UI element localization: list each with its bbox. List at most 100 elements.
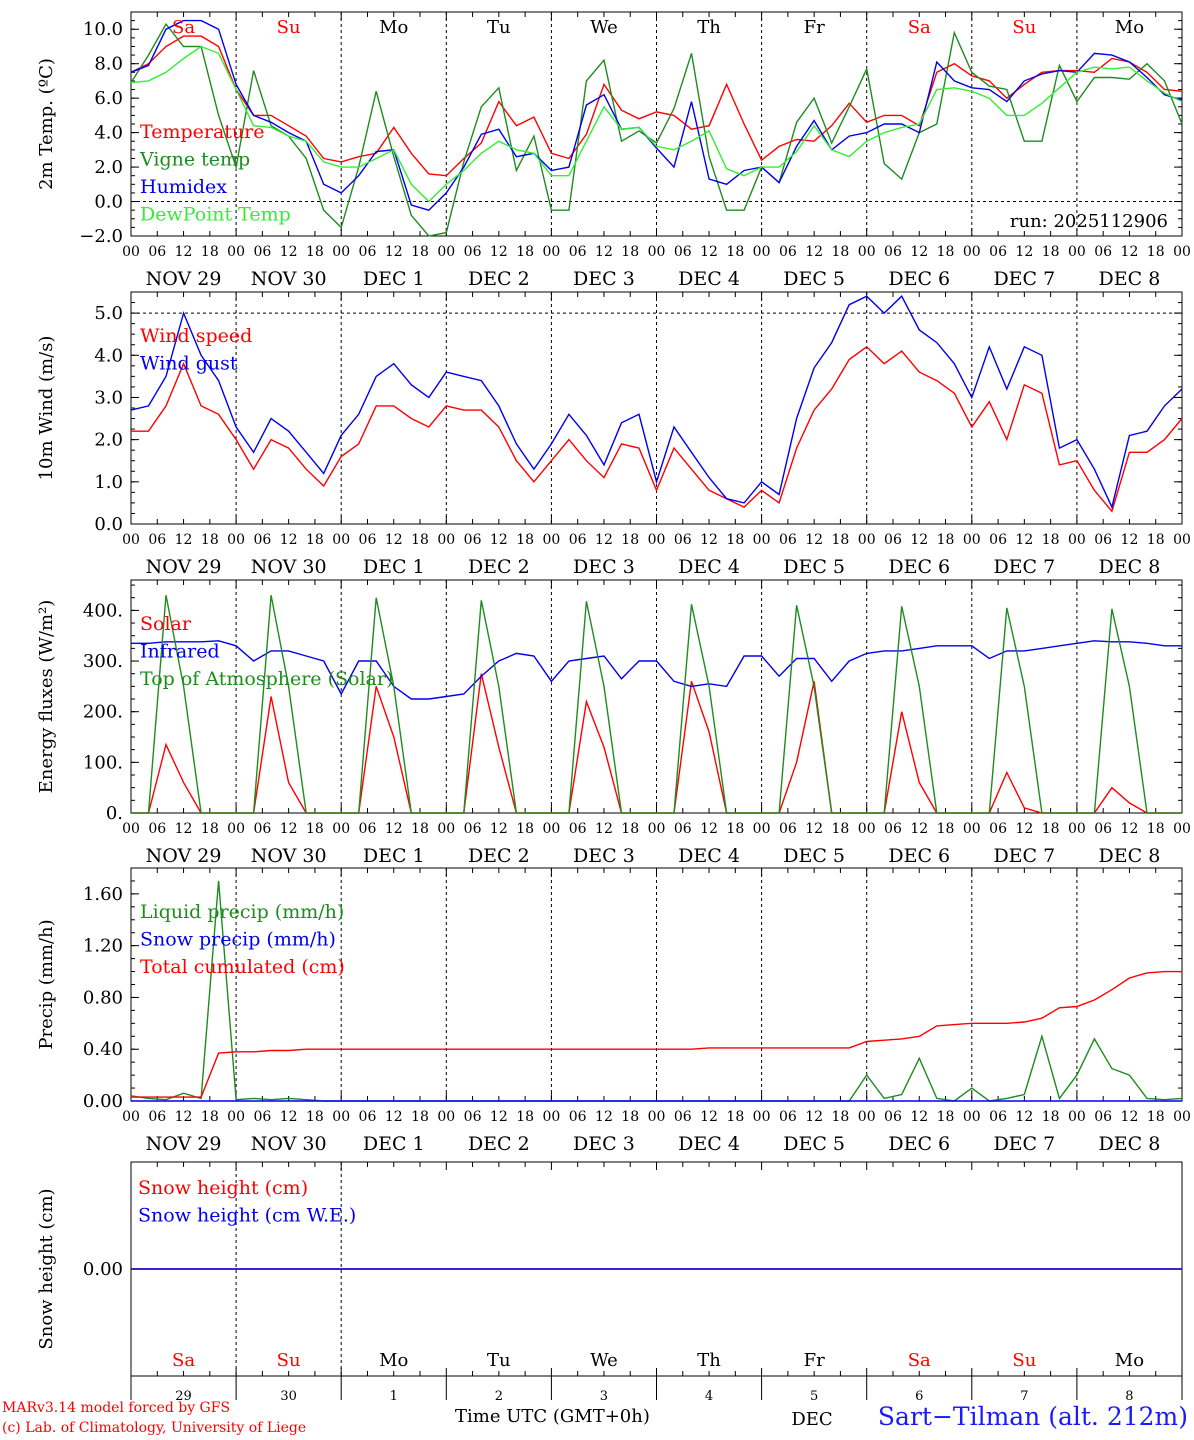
hour-label: 06 xyxy=(779,532,797,548)
legend-entry: Snow height (cm) xyxy=(138,1177,308,1199)
hour-label: 12 xyxy=(490,1109,508,1125)
model-credit: MARv3.14 model forced by GFS xyxy=(2,1400,231,1416)
hour-label: 18 xyxy=(516,821,534,837)
date-number: 6 xyxy=(915,1389,923,1404)
legend-entry: Total cumulated (cm) xyxy=(140,956,345,978)
date-number: 2 xyxy=(495,1389,503,1404)
hour-label: 06 xyxy=(884,244,902,260)
hour-label: 18 xyxy=(201,821,219,837)
hour-label: 12 xyxy=(175,532,193,548)
hour-label: 18 xyxy=(411,532,429,548)
hour-label: 12 xyxy=(1015,821,1033,837)
legend-entry: Solar xyxy=(140,613,192,635)
y-tick-label: 4.0 xyxy=(94,345,123,366)
day-of-week-label: Fr xyxy=(804,1350,825,1371)
date-number: 7 xyxy=(1020,1389,1028,1404)
hour-label: 06 xyxy=(989,1109,1007,1125)
hour-label: 18 xyxy=(306,532,324,548)
hour-label: 06 xyxy=(1094,244,1112,260)
panel-wind: 0.0 1.0 2.0 3.0 4.0 5.0 10m Wind (m/s) Wind spe… xyxy=(36,291,1191,578)
hour-label: 00 xyxy=(1173,821,1191,837)
hour-label: 12 xyxy=(175,1109,193,1125)
hour-label: 12 xyxy=(595,821,613,837)
hour-label: 18 xyxy=(937,244,955,260)
date-label: DEC 4 xyxy=(678,845,740,867)
date-label: DEC 7 xyxy=(993,556,1055,578)
day-of-week-label: Sa xyxy=(172,1350,195,1371)
hour-label: 18 xyxy=(516,1109,534,1125)
date-label: DEC 3 xyxy=(573,1133,635,1155)
hour-label: 12 xyxy=(1121,532,1139,548)
hour-label: 06 xyxy=(779,821,797,837)
panel-precip: 0.00 0.40 0.80 1.20 1.60 Precip (mm/h) Liquid … xyxy=(36,867,1191,1155)
hour-label: 00 xyxy=(122,1109,140,1125)
hour-label: 00 xyxy=(858,532,876,548)
date-number: 5 xyxy=(810,1389,818,1404)
hour-label: 00 xyxy=(227,1109,245,1125)
hour-label: 00 xyxy=(1068,532,1086,548)
date-label: DEC 3 xyxy=(573,268,635,290)
hour-label: 12 xyxy=(385,244,403,260)
date-label: DEC 6 xyxy=(888,1133,950,1155)
legend-entry: Wind gust xyxy=(140,353,238,375)
hour-label: 12 xyxy=(1015,532,1033,548)
hour-label: 06 xyxy=(674,1109,692,1125)
hour-label: 00 xyxy=(227,244,245,260)
y-tick-label: 10.0 xyxy=(83,19,123,40)
hour-label: 00 xyxy=(437,532,455,548)
hour-label: 18 xyxy=(1147,244,1165,260)
date-label: DEC 6 xyxy=(888,268,950,290)
hour-label: 06 xyxy=(1094,821,1112,837)
date-label: DEC 8 xyxy=(1099,556,1161,578)
hour-label: 12 xyxy=(700,532,718,548)
date-label: DEC 4 xyxy=(678,1133,740,1155)
date-number: 3 xyxy=(600,1389,608,1404)
hour-label: 06 xyxy=(253,244,271,260)
hour-label: 00 xyxy=(963,1109,981,1125)
date-label: DEC 7 xyxy=(993,845,1055,867)
day-of-week-label: Su xyxy=(1012,17,1036,38)
legend-entry: Humidex xyxy=(140,176,227,198)
date-label: NOV 29 xyxy=(146,268,222,290)
legend-entry: Snow precip (mm/h) xyxy=(140,929,336,951)
hour-label: 00 xyxy=(542,244,560,260)
hour-label: 00 xyxy=(753,821,771,837)
run-annotation: run: 2025112906 xyxy=(1010,211,1168,232)
hour-label: 00 xyxy=(332,821,350,837)
y-axis-label: Snow height (cm) xyxy=(36,1188,57,1349)
hour-label: 00 xyxy=(542,532,560,548)
hour-label: 12 xyxy=(175,821,193,837)
hour-label: 18 xyxy=(1042,1109,1060,1125)
hour-label: 18 xyxy=(621,1109,639,1125)
hour-label: 12 xyxy=(595,1109,613,1125)
date-number: 8 xyxy=(1125,1389,1133,1404)
hour-label: 12 xyxy=(910,1109,928,1125)
hour-label: 18 xyxy=(1147,821,1165,837)
series-line-temperature xyxy=(130,35,1183,177)
hour-label: 00 xyxy=(1173,1109,1191,1125)
date-label: DEC 5 xyxy=(783,268,845,290)
hour-label: 12 xyxy=(490,244,508,260)
day-of-week-label: Mo xyxy=(379,17,408,38)
hour-label: 00 xyxy=(542,1109,560,1125)
hour-label: 12 xyxy=(1015,1109,1033,1125)
hour-label: 00 xyxy=(963,244,981,260)
hour-label: 00 xyxy=(648,821,666,837)
hour-label: 12 xyxy=(700,821,718,837)
y-tick-label: 8.0 xyxy=(94,54,123,75)
hour-label: 06 xyxy=(253,1109,271,1125)
date-label: DEC 6 xyxy=(888,845,950,867)
hour-label: 06 xyxy=(569,244,587,260)
hour-label: 18 xyxy=(832,532,850,548)
y-tick-label: 100. xyxy=(83,752,123,773)
date-label: DEC 2 xyxy=(468,268,530,290)
y-tick-label: 0.80 xyxy=(83,987,123,1008)
legend-entry: Infrared xyxy=(140,641,220,663)
hour-label: 00 xyxy=(753,1109,771,1125)
date-label: NOV 30 xyxy=(251,845,327,867)
day-of-week-label: Su xyxy=(277,1350,301,1371)
y-tick-label: 4.0 xyxy=(94,123,123,144)
hour-label: 06 xyxy=(779,1109,797,1125)
date-number: 4 xyxy=(705,1389,713,1404)
